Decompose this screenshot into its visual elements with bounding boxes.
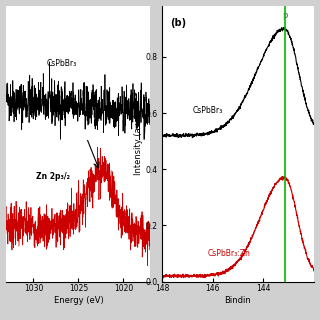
- X-axis label: Bindin: Bindin: [225, 296, 251, 305]
- X-axis label: Energy (eV): Energy (eV): [53, 296, 103, 305]
- Text: Zn 2p₃/₂: Zn 2p₃/₂: [36, 172, 70, 181]
- Text: CsPbBr₃: CsPbBr₃: [193, 106, 223, 115]
- Text: CsPbBr₃: CsPbBr₃: [47, 59, 77, 68]
- Text: P: P: [282, 13, 287, 22]
- Y-axis label: Intensity (a.u.): Intensity (a.u.): [133, 113, 142, 175]
- Text: CsPbBr₃:Zn: CsPbBr₃:Zn: [208, 249, 251, 258]
- Text: (b): (b): [170, 18, 186, 28]
